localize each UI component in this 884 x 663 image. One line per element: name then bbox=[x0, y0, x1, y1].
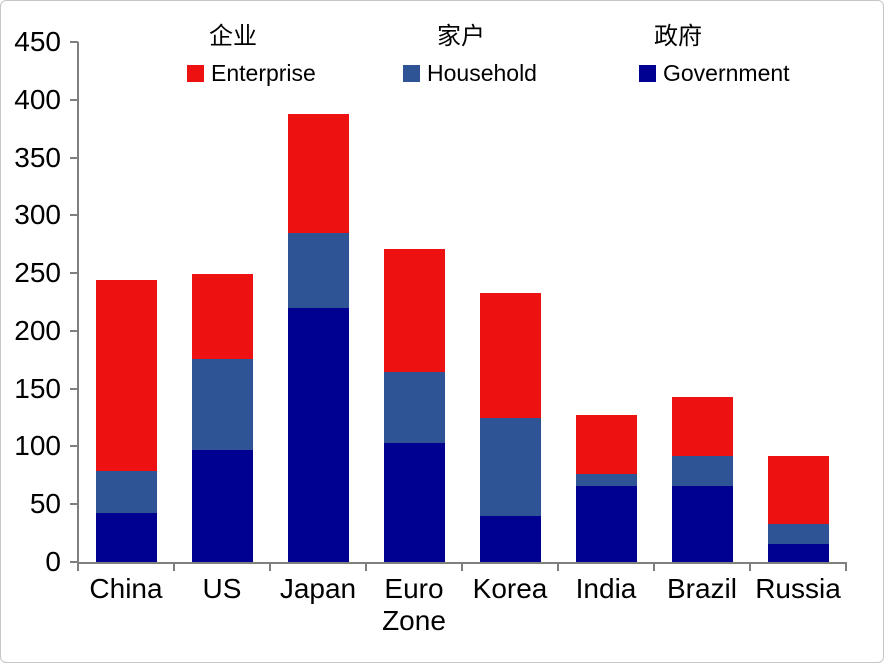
x-axis-tick bbox=[461, 562, 463, 571]
y-axis-tick bbox=[70, 445, 78, 448]
x-axis-label-brazil: Brazil bbox=[666, 573, 737, 604]
x-axis-tick bbox=[269, 562, 271, 571]
bar-brazil-segment-government bbox=[672, 485, 733, 562]
bar-russia-segment-enterprise bbox=[768, 455, 829, 524]
bar-japan-segment-government bbox=[288, 307, 349, 562]
y-axis-tick-label: 150 bbox=[14, 372, 61, 404]
legend-swatch-household bbox=[403, 65, 420, 82]
x-axis-tick bbox=[557, 562, 559, 571]
x-axis-label-japan: Japan bbox=[279, 573, 357, 604]
y-axis-tick-label: 50 bbox=[29, 488, 61, 520]
bar-india-segment-enterprise bbox=[576, 415, 637, 475]
bar-korea-segment-government bbox=[480, 515, 541, 562]
y-axis-tick bbox=[70, 98, 78, 101]
bar-japan-segment-enterprise bbox=[288, 113, 349, 233]
bar-brazil-segment-household bbox=[672, 455, 733, 486]
legend-label-zh-enterprise: 企业 bbox=[209, 23, 257, 50]
x-axis-label-euro-zone: Euro Zone bbox=[382, 573, 446, 637]
y-axis-tick bbox=[70, 503, 78, 506]
y-axis-tick-label: 300 bbox=[14, 199, 61, 231]
bar-euro-zone-segment-enterprise bbox=[384, 248, 445, 373]
y-axis-tick-label: 400 bbox=[14, 83, 61, 115]
y-axis-tick bbox=[70, 41, 78, 43]
bar-india-segment-government bbox=[576, 485, 637, 562]
x-axis-tick bbox=[173, 562, 175, 571]
y-axis-tick bbox=[70, 329, 78, 332]
y-axis-tick-label: 250 bbox=[14, 257, 61, 289]
legend-label-zh-household: 家户 bbox=[437, 23, 485, 50]
bar-japan-segment-household bbox=[288, 232, 349, 308]
y-axis-tick bbox=[70, 272, 78, 275]
x-axis-tick bbox=[365, 562, 367, 571]
bar-euro-zone-segment-government bbox=[384, 442, 445, 562]
x-axis-label-us: US bbox=[202, 573, 242, 604]
y-axis-tick-label: 0 bbox=[45, 546, 61, 577]
y-axis-tick-label: 450 bbox=[14, 26, 61, 57]
x-axis-tick bbox=[845, 562, 847, 571]
bar-india-segment-household bbox=[576, 474, 637, 486]
bar-russia-segment-government bbox=[768, 543, 829, 562]
legend-label-zh-government: 政府 bbox=[654, 23, 702, 50]
legend-label-en-enterprise: Enterprise bbox=[211, 60, 316, 86]
bar-brazil-segment-enterprise bbox=[672, 396, 733, 456]
y-axis-tick bbox=[70, 214, 78, 217]
legend-swatch-government bbox=[639, 65, 656, 82]
y-axis-tick-label: 200 bbox=[14, 314, 61, 346]
bar-china-segment-household bbox=[96, 470, 157, 514]
legend-item-enterprise: Enterprise bbox=[187, 62, 316, 85]
x-axis-tick bbox=[749, 562, 751, 571]
bar-us-segment-enterprise bbox=[192, 274, 253, 359]
bar-korea-segment-household bbox=[480, 417, 541, 516]
y-axis-tick bbox=[70, 561, 78, 563]
y-axis-tick bbox=[70, 156, 78, 159]
x-axis-label-india: India bbox=[575, 573, 637, 604]
bar-korea-segment-enterprise bbox=[480, 292, 541, 418]
legend-swatch-enterprise bbox=[187, 65, 204, 82]
x-axis-label-china: China bbox=[89, 573, 163, 604]
legend-label-en-household: Household bbox=[427, 60, 537, 86]
y-axis-line bbox=[77, 42, 79, 564]
x-axis-tick bbox=[77, 562, 79, 571]
bar-euro-zone-segment-household bbox=[384, 372, 445, 443]
legend-item-household: Household bbox=[403, 62, 537, 85]
legend-item-government: Government bbox=[639, 62, 790, 85]
bar-us-segment-government bbox=[192, 449, 253, 562]
x-axis-label-korea: Korea bbox=[472, 573, 548, 604]
legend-label-en-government: Government bbox=[663, 60, 790, 86]
bar-us-segment-household bbox=[192, 358, 253, 450]
bar-china-segment-enterprise bbox=[96, 280, 157, 471]
x-axis-tick bbox=[653, 562, 655, 571]
bar-russia-segment-household bbox=[768, 523, 829, 544]
y-axis-tick-label: 100 bbox=[14, 430, 61, 462]
y-axis-tick-label: 350 bbox=[14, 141, 61, 173]
x-axis-label-russia: Russia bbox=[755, 573, 841, 604]
bar-china-segment-government bbox=[96, 513, 157, 562]
y-axis-tick bbox=[70, 387, 78, 390]
